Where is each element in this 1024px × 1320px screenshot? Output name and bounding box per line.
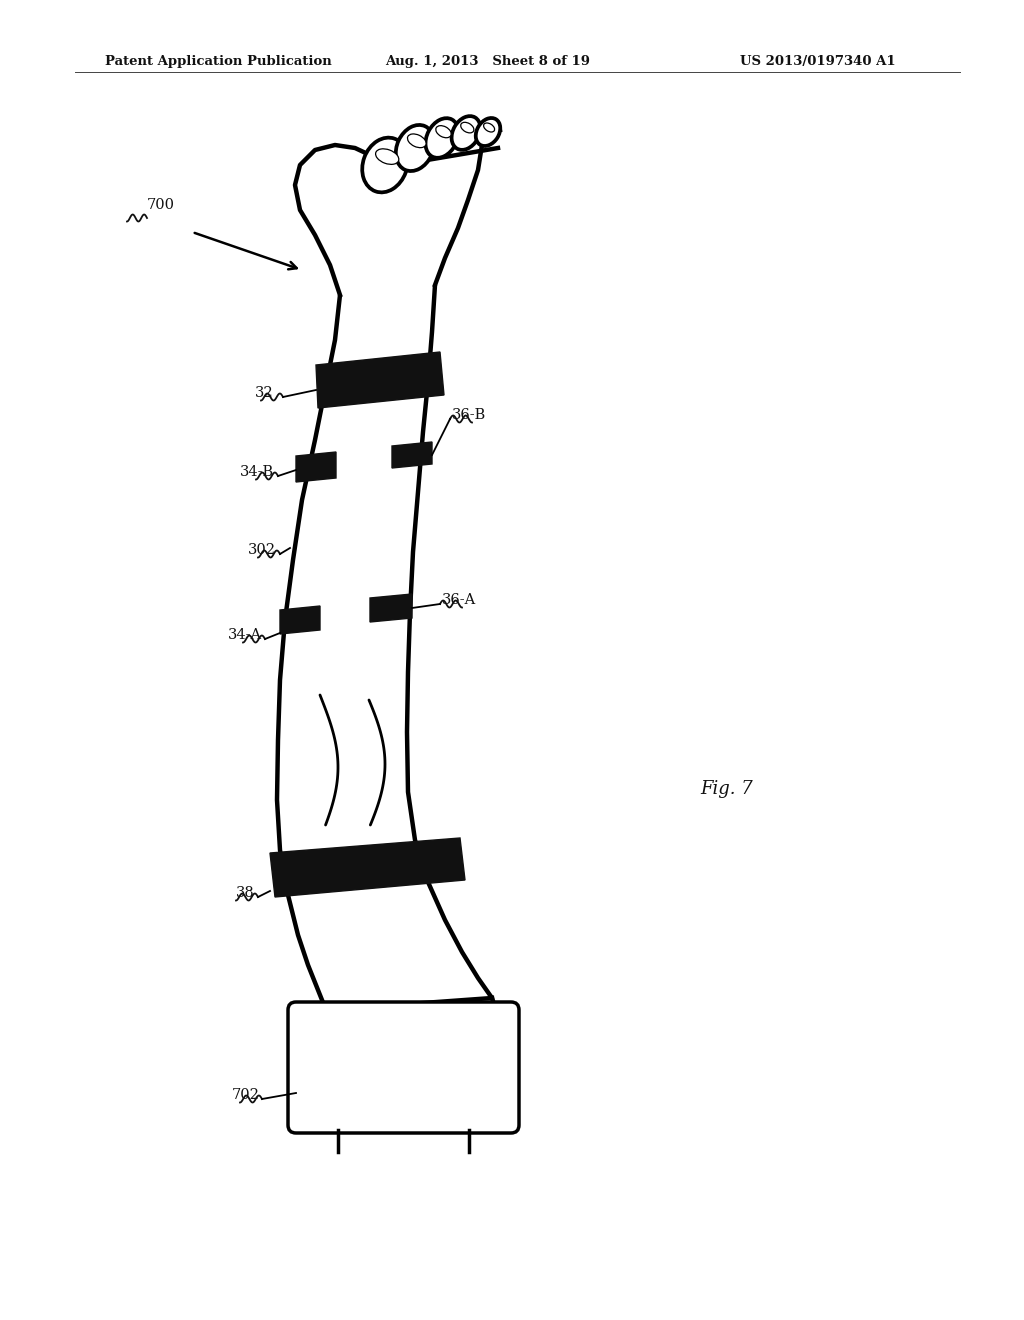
Text: US 2013/0197340 A1: US 2013/0197340 A1 — [740, 55, 896, 69]
Polygon shape — [278, 285, 492, 1010]
Text: 36-B: 36-B — [452, 408, 486, 422]
Ellipse shape — [483, 123, 495, 132]
Text: 302: 302 — [248, 543, 276, 557]
Text: 36-A: 36-A — [442, 593, 476, 607]
Polygon shape — [280, 606, 319, 634]
Polygon shape — [316, 352, 444, 408]
Polygon shape — [270, 838, 465, 898]
Text: 32: 32 — [255, 385, 273, 400]
Ellipse shape — [452, 116, 480, 150]
Text: 702: 702 — [232, 1088, 260, 1102]
Ellipse shape — [408, 133, 426, 148]
Text: Patent Application Publication: Patent Application Publication — [105, 55, 332, 69]
Ellipse shape — [396, 125, 434, 172]
Ellipse shape — [426, 119, 459, 158]
Polygon shape — [392, 442, 432, 469]
Ellipse shape — [436, 125, 452, 137]
Ellipse shape — [376, 149, 398, 165]
Ellipse shape — [461, 123, 474, 133]
Polygon shape — [370, 594, 412, 622]
Text: Fig. 7: Fig. 7 — [700, 780, 753, 799]
FancyBboxPatch shape — [288, 1002, 519, 1133]
Text: 38: 38 — [236, 886, 255, 900]
Ellipse shape — [476, 117, 501, 147]
Text: 700: 700 — [147, 198, 175, 213]
Polygon shape — [295, 120, 482, 294]
Text: Aug. 1, 2013   Sheet 8 of 19: Aug. 1, 2013 Sheet 8 of 19 — [385, 55, 590, 69]
Text: 34-B: 34-B — [240, 465, 274, 479]
Ellipse shape — [362, 137, 408, 193]
Polygon shape — [296, 451, 336, 482]
Text: 34-A: 34-A — [228, 628, 262, 642]
